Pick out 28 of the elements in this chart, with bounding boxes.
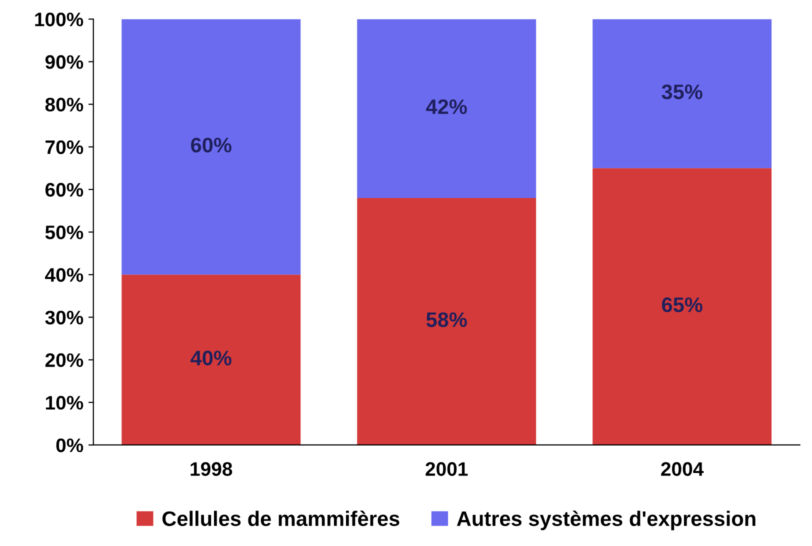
y-tick-label: 30% xyxy=(45,310,84,324)
y-tick-label: 10% xyxy=(46,396,84,410)
x-tick-label: 2001 xyxy=(426,462,468,476)
bar xyxy=(592,19,772,168)
bar xyxy=(122,274,301,445)
y-tick-label: 80% xyxy=(45,98,84,112)
data-label: 60% xyxy=(191,138,232,152)
data-label: 65% xyxy=(662,297,702,312)
x-tick-label: 2004 xyxy=(661,462,704,476)
data-label: 42% xyxy=(426,99,467,114)
data-label: 58% xyxy=(426,312,467,328)
y-tick-label: 70% xyxy=(46,140,84,154)
data-label: 35% xyxy=(662,84,702,100)
y-tick-label: 20% xyxy=(45,353,84,368)
bar xyxy=(357,198,536,445)
y-tick-label: 40% xyxy=(45,268,84,282)
bar xyxy=(592,168,772,445)
y-tick-label: 90% xyxy=(45,55,84,69)
legend-label: Cellules de mammifères xyxy=(162,510,400,526)
y-tick-label: 50% xyxy=(45,226,84,240)
x-tick-label: 1998 xyxy=(190,462,232,476)
legend-label: Autres systèmes d'expression xyxy=(456,510,756,530)
bar xyxy=(122,19,301,275)
data-label: 40% xyxy=(190,350,232,366)
bar xyxy=(357,19,536,198)
y-tick-label: 60% xyxy=(45,182,84,197)
y-tick-label: 0% xyxy=(56,438,84,452)
y-tick-label: 100% xyxy=(35,12,84,26)
